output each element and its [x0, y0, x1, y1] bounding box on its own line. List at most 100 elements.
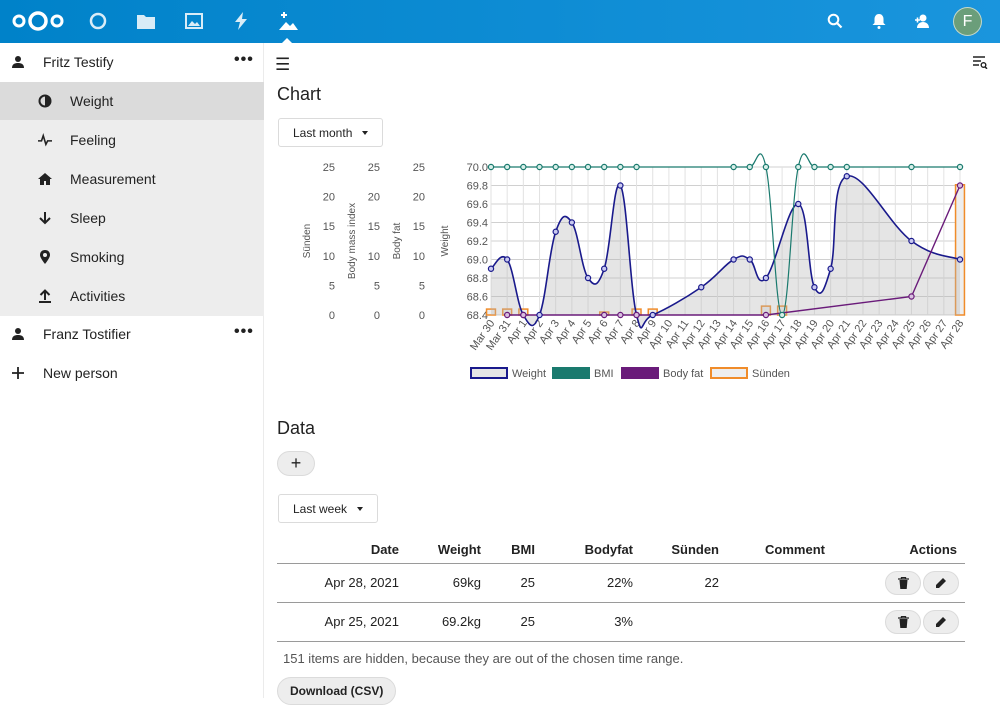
axis-tick-label: 0: [374, 310, 380, 322]
delete-button[interactable]: [885, 609, 921, 634]
person-name: Fritz Testify: [43, 54, 114, 70]
cell-actions: [833, 563, 965, 603]
data-point: [617, 182, 624, 189]
axis-tick-label: 20: [368, 192, 380, 204]
data-point: [698, 284, 705, 291]
col-sunden[interactable]: Sünden: [641, 536, 727, 564]
sidebar-item-label: Measurement: [70, 171, 156, 187]
sidebar-new-person[interactable]: New person: [0, 354, 264, 392]
cell-sunden: 22: [641, 563, 727, 603]
data-point: [568, 163, 576, 171]
sidebar-item-activities[interactable]: Activities: [0, 277, 264, 315]
trash-icon: [897, 576, 909, 589]
health-icon[interactable]: [277, 10, 299, 32]
search-icon[interactable]: [824, 10, 846, 32]
sidebar-item-smoking[interactable]: Smoking: [0, 238, 264, 276]
more-options-icon[interactable]: •••: [234, 51, 254, 68]
col-bmi[interactable]: BMI: [489, 536, 543, 564]
data-point: [762, 163, 770, 171]
data-point: [536, 311, 543, 319]
series-area: [491, 175, 960, 328]
data-point: [956, 163, 964, 171]
edit-button[interactable]: [923, 609, 959, 634]
axis-tick-label: 5: [419, 280, 425, 292]
nextcloud-logo-icon[interactable]: [10, 9, 66, 33]
contacts-icon[interactable]: [911, 10, 933, 32]
chart-range-value: Last month: [293, 125, 353, 140]
data-point: [795, 163, 802, 171]
sidebar-item-feeling[interactable]: Feeling: [0, 121, 264, 159]
axis-tick-label: 25: [368, 162, 380, 174]
data-point: [795, 200, 802, 208]
data-range-select[interactable]: Last week: [278, 494, 379, 523]
cell-sunden: [641, 602, 727, 642]
dashboard-icon[interactable]: [87, 10, 109, 32]
add-entry-button[interactable]: +: [277, 451, 315, 476]
col-weight[interactable]: Weight: [407, 536, 489, 564]
notifications-icon[interactable]: [868, 10, 890, 32]
data-point: [956, 182, 964, 189]
data-point: [536, 163, 543, 171]
data-point: [552, 228, 559, 235]
axis-tick-label: 69.8: [467, 181, 488, 193]
data-point: [827, 265, 834, 272]
col-bodyfat[interactable]: Bodyfat: [543, 536, 641, 564]
legend-label: BMI: [594, 368, 614, 380]
data-point: [762, 274, 770, 282]
data-point: [520, 163, 527, 171]
cell-date: Apr 25, 2021: [277, 602, 407, 642]
avatar[interactable]: F: [953, 7, 982, 36]
data-point: [649, 311, 656, 319]
sidebar-item-label: Weight: [70, 93, 114, 109]
home-icon: [38, 172, 52, 186]
chart-range-select[interactable]: Last month: [278, 118, 384, 147]
delete-button[interactable]: [885, 570, 921, 595]
main-content: ☰ Chart Last month 25 20 15 10 5 0 Sünden 25 20 1…: [265, 43, 1000, 705]
axis-tick-label: 69.4: [467, 218, 488, 230]
download-csv-button[interactable]: Download (CSV): [277, 677, 397, 705]
data-point: [520, 311, 527, 319]
cell-bodyfat: 3%: [543, 602, 641, 642]
data-point: [584, 163, 592, 171]
filter-icon[interactable]: [972, 55, 988, 69]
hidden-items-note: 151 items are hidden, because they are o…: [283, 651, 684, 666]
sidebar-item-sleep[interactable]: Sleep: [0, 199, 264, 237]
chevron-down-icon: [357, 506, 364, 511]
activity-icon[interactable]: [230, 10, 252, 32]
bar: [485, 308, 497, 316]
data-heading: Data: [277, 418, 316, 438]
more-options-icon[interactable]: •••: [234, 323, 254, 340]
axis-tick-label: 10: [323, 251, 335, 263]
sidebar-item-measurement[interactable]: Measurement: [0, 160, 264, 198]
col-comment[interactable]: Comment: [727, 536, 833, 564]
col-date[interactable]: Date: [277, 536, 407, 564]
axis-tick-label: 69.6: [467, 199, 488, 211]
user-icon: [12, 328, 24, 340]
data-point: [746, 163, 753, 171]
menu-toggle-icon[interactable]: ☰: [275, 55, 291, 74]
data-table: Date Weight BMI Bodyfat Sünden Comment A…: [277, 536, 965, 642]
legend-swatch: [710, 367, 748, 379]
photos-icon[interactable]: [183, 10, 205, 32]
sidebar-person-franz[interactable]: Franz Tostifier •••: [0, 315, 264, 353]
files-icon[interactable]: [135, 10, 157, 32]
data-point: [503, 163, 511, 171]
axis-tick-label: 25: [323, 162, 335, 174]
sidebar-item-weight[interactable]: Weight: [0, 82, 264, 120]
sidebar-person-fritz[interactable]: Fritz Testify •••: [0, 43, 264, 81]
upload-icon: [38, 289, 52, 303]
sidebar-item-label: Feeling: [70, 132, 116, 148]
axis-tick-label: 15: [368, 221, 380, 233]
axis-title: Body fat: [392, 222, 403, 259]
data-point: [956, 256, 964, 263]
axis-tick-label: 10: [368, 251, 380, 263]
cell-date: Apr 28, 2021: [277, 563, 407, 603]
data-point: [601, 163, 608, 171]
edit-button[interactable]: [923, 570, 959, 595]
axis-tick-label: 25: [413, 162, 425, 174]
chevron-down-icon: [362, 130, 369, 135]
axis-tick-label: 10: [413, 251, 425, 263]
pulse-icon: [38, 133, 52, 147]
sidebar: Fritz Testify ••• Weight Feeling Measure…: [0, 43, 264, 698]
data-point: [601, 265, 608, 272]
